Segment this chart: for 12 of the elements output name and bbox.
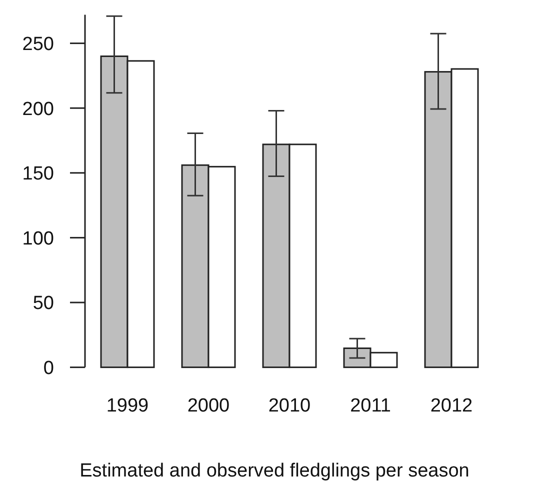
y-tick-label: 50 xyxy=(32,293,54,314)
y-tick-label: 100 xyxy=(22,228,54,250)
x-tick-label: 2011 xyxy=(350,395,391,416)
y-tick-label: 150 xyxy=(22,164,54,185)
x-tick-label: 2012 xyxy=(430,395,473,416)
y-tick-label: 250 xyxy=(22,34,54,55)
x-tick-label: 1999 xyxy=(106,395,149,416)
x-axis-title: Estimated and observed fledglings per season xyxy=(80,460,470,482)
y-tick-label: 0 xyxy=(43,358,54,379)
y-tick-label: 200 xyxy=(22,98,54,120)
x-tick-label: 2000 xyxy=(187,395,230,416)
x-tick-label: 2010 xyxy=(268,395,311,416)
